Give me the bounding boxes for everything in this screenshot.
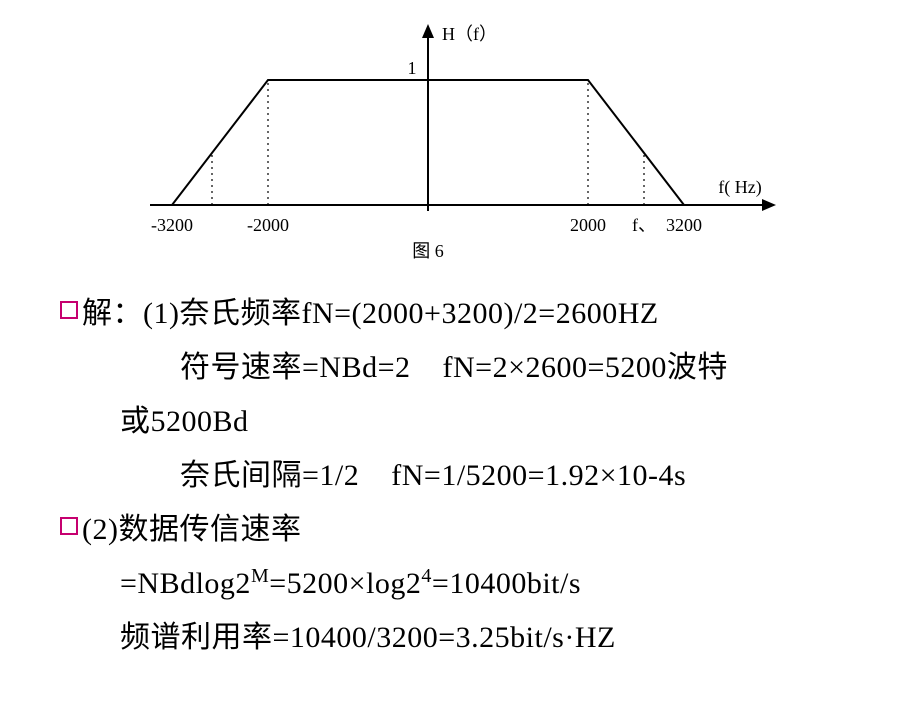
solution-text: 或5200Bd bbox=[60, 398, 249, 446]
solution-text: 符号速率=NBd=2 fN=2×2600=5200波特 bbox=[60, 344, 728, 392]
solution-line-7: 频谱利用率=10400/3200=3.25bit/s·HZ bbox=[60, 614, 860, 662]
solution-text: 奈氏间隔=1/2 fN=1/5200=1.92×10-4s bbox=[60, 452, 686, 500]
bullet-icon bbox=[60, 510, 82, 543]
frequency-response-chart: -3200 -2000 2000 f、 3200 H（f） 1 f( Hz) 图 6 bbox=[140, 20, 780, 280]
bullet-icon bbox=[60, 294, 82, 327]
solution-text: (2)数据传信速率 bbox=[82, 506, 301, 554]
solution-line-5: (2)数据传信速率 bbox=[60, 506, 860, 554]
solution-line-4: 奈氏间隔=1/2 fN=1/5200=1.92×10-4s bbox=[60, 452, 860, 500]
solution-line-2: 符号速率=NBd=2 fN=2×2600=5200波特 bbox=[60, 344, 860, 392]
solution-text: 频谱利用率=10400/3200=3.25bit/s·HZ bbox=[60, 614, 616, 662]
svg-text:1: 1 bbox=[408, 58, 417, 78]
solution-text: 解：(1)奈氏频率fN=(2000+3200)/2=2600HZ bbox=[82, 290, 659, 338]
svg-text:f、: f、 bbox=[632, 215, 656, 235]
svg-text:2000: 2000 bbox=[570, 215, 606, 235]
solution-line-1: 解：(1)奈氏频率fN=(2000+3200)/2=2600HZ bbox=[60, 290, 860, 338]
svg-text:f( Hz): f( Hz) bbox=[718, 177, 761, 198]
solution-text: =NBdlog2M=5200×log24=10400bit/s bbox=[60, 560, 581, 608]
chart-svg: -3200 -2000 2000 f、 3200 H（f） 1 f( Hz) 图 6 bbox=[140, 20, 780, 280]
svg-text:图 6: 图 6 bbox=[412, 241, 444, 261]
svg-text:-2000: -2000 bbox=[247, 215, 289, 235]
solution-line-6: =NBdlog2M=5200×log24=10400bit/s bbox=[60, 560, 860, 608]
svg-text:3200: 3200 bbox=[666, 215, 702, 235]
solution-line-3: 或5200Bd bbox=[60, 398, 860, 446]
solution-block: 解：(1)奈氏频率fN=(2000+3200)/2=2600HZ 符号速率=NB… bbox=[0, 290, 920, 662]
svg-text:H（f）: H（f） bbox=[442, 24, 497, 44]
svg-text:-3200: -3200 bbox=[151, 215, 193, 235]
